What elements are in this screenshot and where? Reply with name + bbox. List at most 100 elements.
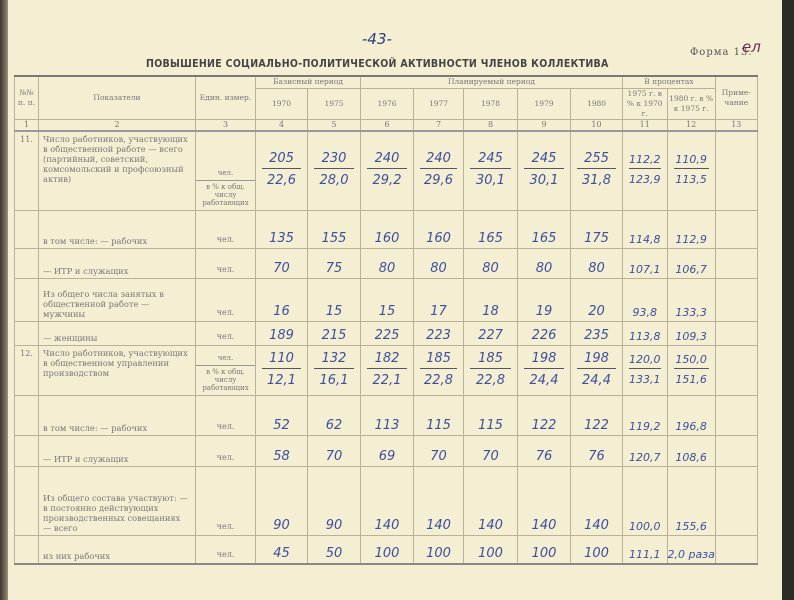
row-label: Число работников, участвующих в обществе… — [38, 130, 196, 211]
column-number: 10 — [570, 118, 623, 132]
handwritten-form-mark: ел — [742, 38, 761, 56]
row-label: Из общего числа занятых в общественной р… — [38, 278, 196, 322]
value-cell: 205 22,6 — [255, 130, 308, 211]
row-label: из них рабочих — [38, 535, 196, 564]
header-percent-col: 1980 г. в % к 1975 г. — [666, 87, 716, 120]
value-cell: 160 — [413, 210, 464, 249]
value-cell: 100 — [413, 535, 464, 564]
note-cell — [714, 321, 758, 346]
header-year: 1980 — [570, 87, 623, 120]
column-number: 8 — [463, 118, 518, 132]
header-note: Приме- чание — [714, 75, 758, 120]
row-number — [14, 278, 39, 322]
note-cell — [714, 466, 758, 536]
value-cell: 100 — [517, 535, 571, 564]
value-cell: 80 — [517, 248, 571, 279]
column-number: 1 — [14, 118, 39, 132]
value-percent: 22,8 — [424, 373, 453, 388]
value-count: 198 — [524, 351, 564, 369]
header-year: 1978 — [463, 87, 518, 120]
value-cell: 160 — [360, 210, 414, 249]
column-number: 9 — [517, 118, 571, 132]
value-cell: 2,0 раза — [666, 535, 716, 564]
value-cell: 75 — [307, 248, 361, 279]
value-cell: 70 — [463, 435, 518, 467]
value-cell: 112,2 123,9 — [622, 130, 668, 211]
header-unit: Един. измер. — [195, 75, 256, 120]
value-cell: 165 — [463, 210, 518, 249]
value-cell: 255 31,8 — [570, 130, 623, 211]
value-count: 112,2 — [629, 153, 661, 170]
value-cell: 108,6 — [666, 435, 716, 467]
table-row: Из общего состава участвуют: — в постоян… — [14, 466, 758, 536]
note-cell — [714, 395, 758, 436]
value-count: 230 — [314, 151, 354, 170]
value-cell: 112,9 — [666, 210, 716, 249]
value-cell: 100,0 — [622, 466, 668, 536]
value-cell: 109,3 — [666, 321, 716, 346]
value-cell: 140 — [570, 466, 623, 536]
row-label: — ИТР и служащих — [38, 248, 196, 279]
value-cell: 50 — [307, 535, 361, 564]
table-row: 11. Число работников, участвующих в общес… — [14, 130, 758, 211]
value-cell: 185 22,8 — [463, 345, 518, 396]
unit-percent: в % к общ. числу работающих — [202, 368, 249, 392]
value-cell: 100 — [570, 535, 623, 564]
value-cell: 196,8 — [666, 395, 716, 436]
value-cell: 113,8 — [622, 321, 668, 346]
value-cell: 114,8 — [622, 210, 668, 249]
value-cell: 132 16,1 — [307, 345, 361, 396]
value-cell: 70 — [255, 248, 308, 279]
value-cell: 245 30,1 — [463, 130, 518, 211]
value-cell: 245 30,1 — [517, 130, 571, 211]
value-cell: 70 — [307, 435, 361, 467]
value-cell: 110 12,1 — [255, 345, 308, 396]
activity-table: №№ п. п. Показатели Един. измер. Базисны… — [14, 75, 758, 565]
document-title: ПОВЫШЕНИЕ СОЦИАЛЬНО-ПОЛИТИЧЕСКОЙ АКТИВНО… — [146, 58, 609, 70]
value-count: 245 — [470, 151, 511, 170]
value-percent: 24,4 — [582, 373, 611, 388]
row-unit: чел. — [195, 535, 256, 564]
header-year: 1975 — [307, 87, 361, 120]
value-percent: 29,2 — [372, 173, 402, 189]
table-row: Из общего числа занятых в общественной р… — [14, 278, 758, 322]
form-label: Форма 13. — [690, 47, 753, 58]
table-row: в том числе: — рабочих чел. 135 155 160 160 16… — [14, 210, 758, 249]
column-number: 4 — [255, 118, 308, 132]
value-cell: 150,0 151,6 — [666, 345, 716, 396]
value-cell: 107,1 — [622, 248, 668, 279]
value-count: 182 — [367, 351, 407, 369]
value-count: 240 — [367, 151, 407, 170]
note-cell — [714, 248, 758, 279]
note-cell — [714, 345, 758, 396]
note-cell — [714, 535, 758, 564]
value-percent: 22,6 — [267, 173, 296, 189]
note-cell — [714, 130, 758, 211]
value-cell: 226 — [517, 321, 571, 346]
value-cell: 115 — [413, 395, 464, 436]
row-label: Из общего состава участвуют: — в постоян… — [38, 466, 196, 536]
row-number: 12. — [14, 345, 39, 396]
value-cell: 135 — [255, 210, 308, 249]
value-cell: 17 — [413, 278, 464, 322]
column-number: 11 — [622, 118, 668, 132]
header-indicators: Показатели — [38, 75, 196, 120]
value-percent: 30,1 — [476, 173, 505, 189]
value-cell: 69 — [360, 435, 414, 467]
value-cell: 45 — [255, 535, 308, 564]
value-count: 185 — [470, 351, 511, 369]
row-label: в том числе: — рабочих — [38, 395, 196, 436]
value-cell: 20 — [570, 278, 623, 322]
value-percent: 30,1 — [529, 173, 559, 189]
header-year: 1976 — [360, 87, 414, 120]
value-count: 120,0 — [629, 353, 661, 369]
table-row: — женщины чел. 189 215 225 223 227 226 235 113,8 1… — [14, 321, 758, 346]
value-percent: 133,1 — [629, 373, 661, 386]
value-cell: 15 — [307, 278, 361, 322]
value-cell: 225 — [360, 321, 414, 346]
value-percent: 31,8 — [582, 173, 611, 189]
header-percent: В процентах — [622, 75, 716, 89]
value-count: 240 — [420, 151, 457, 170]
column-number: 7 — [413, 118, 464, 132]
value-count: 150,0 — [673, 353, 709, 369]
